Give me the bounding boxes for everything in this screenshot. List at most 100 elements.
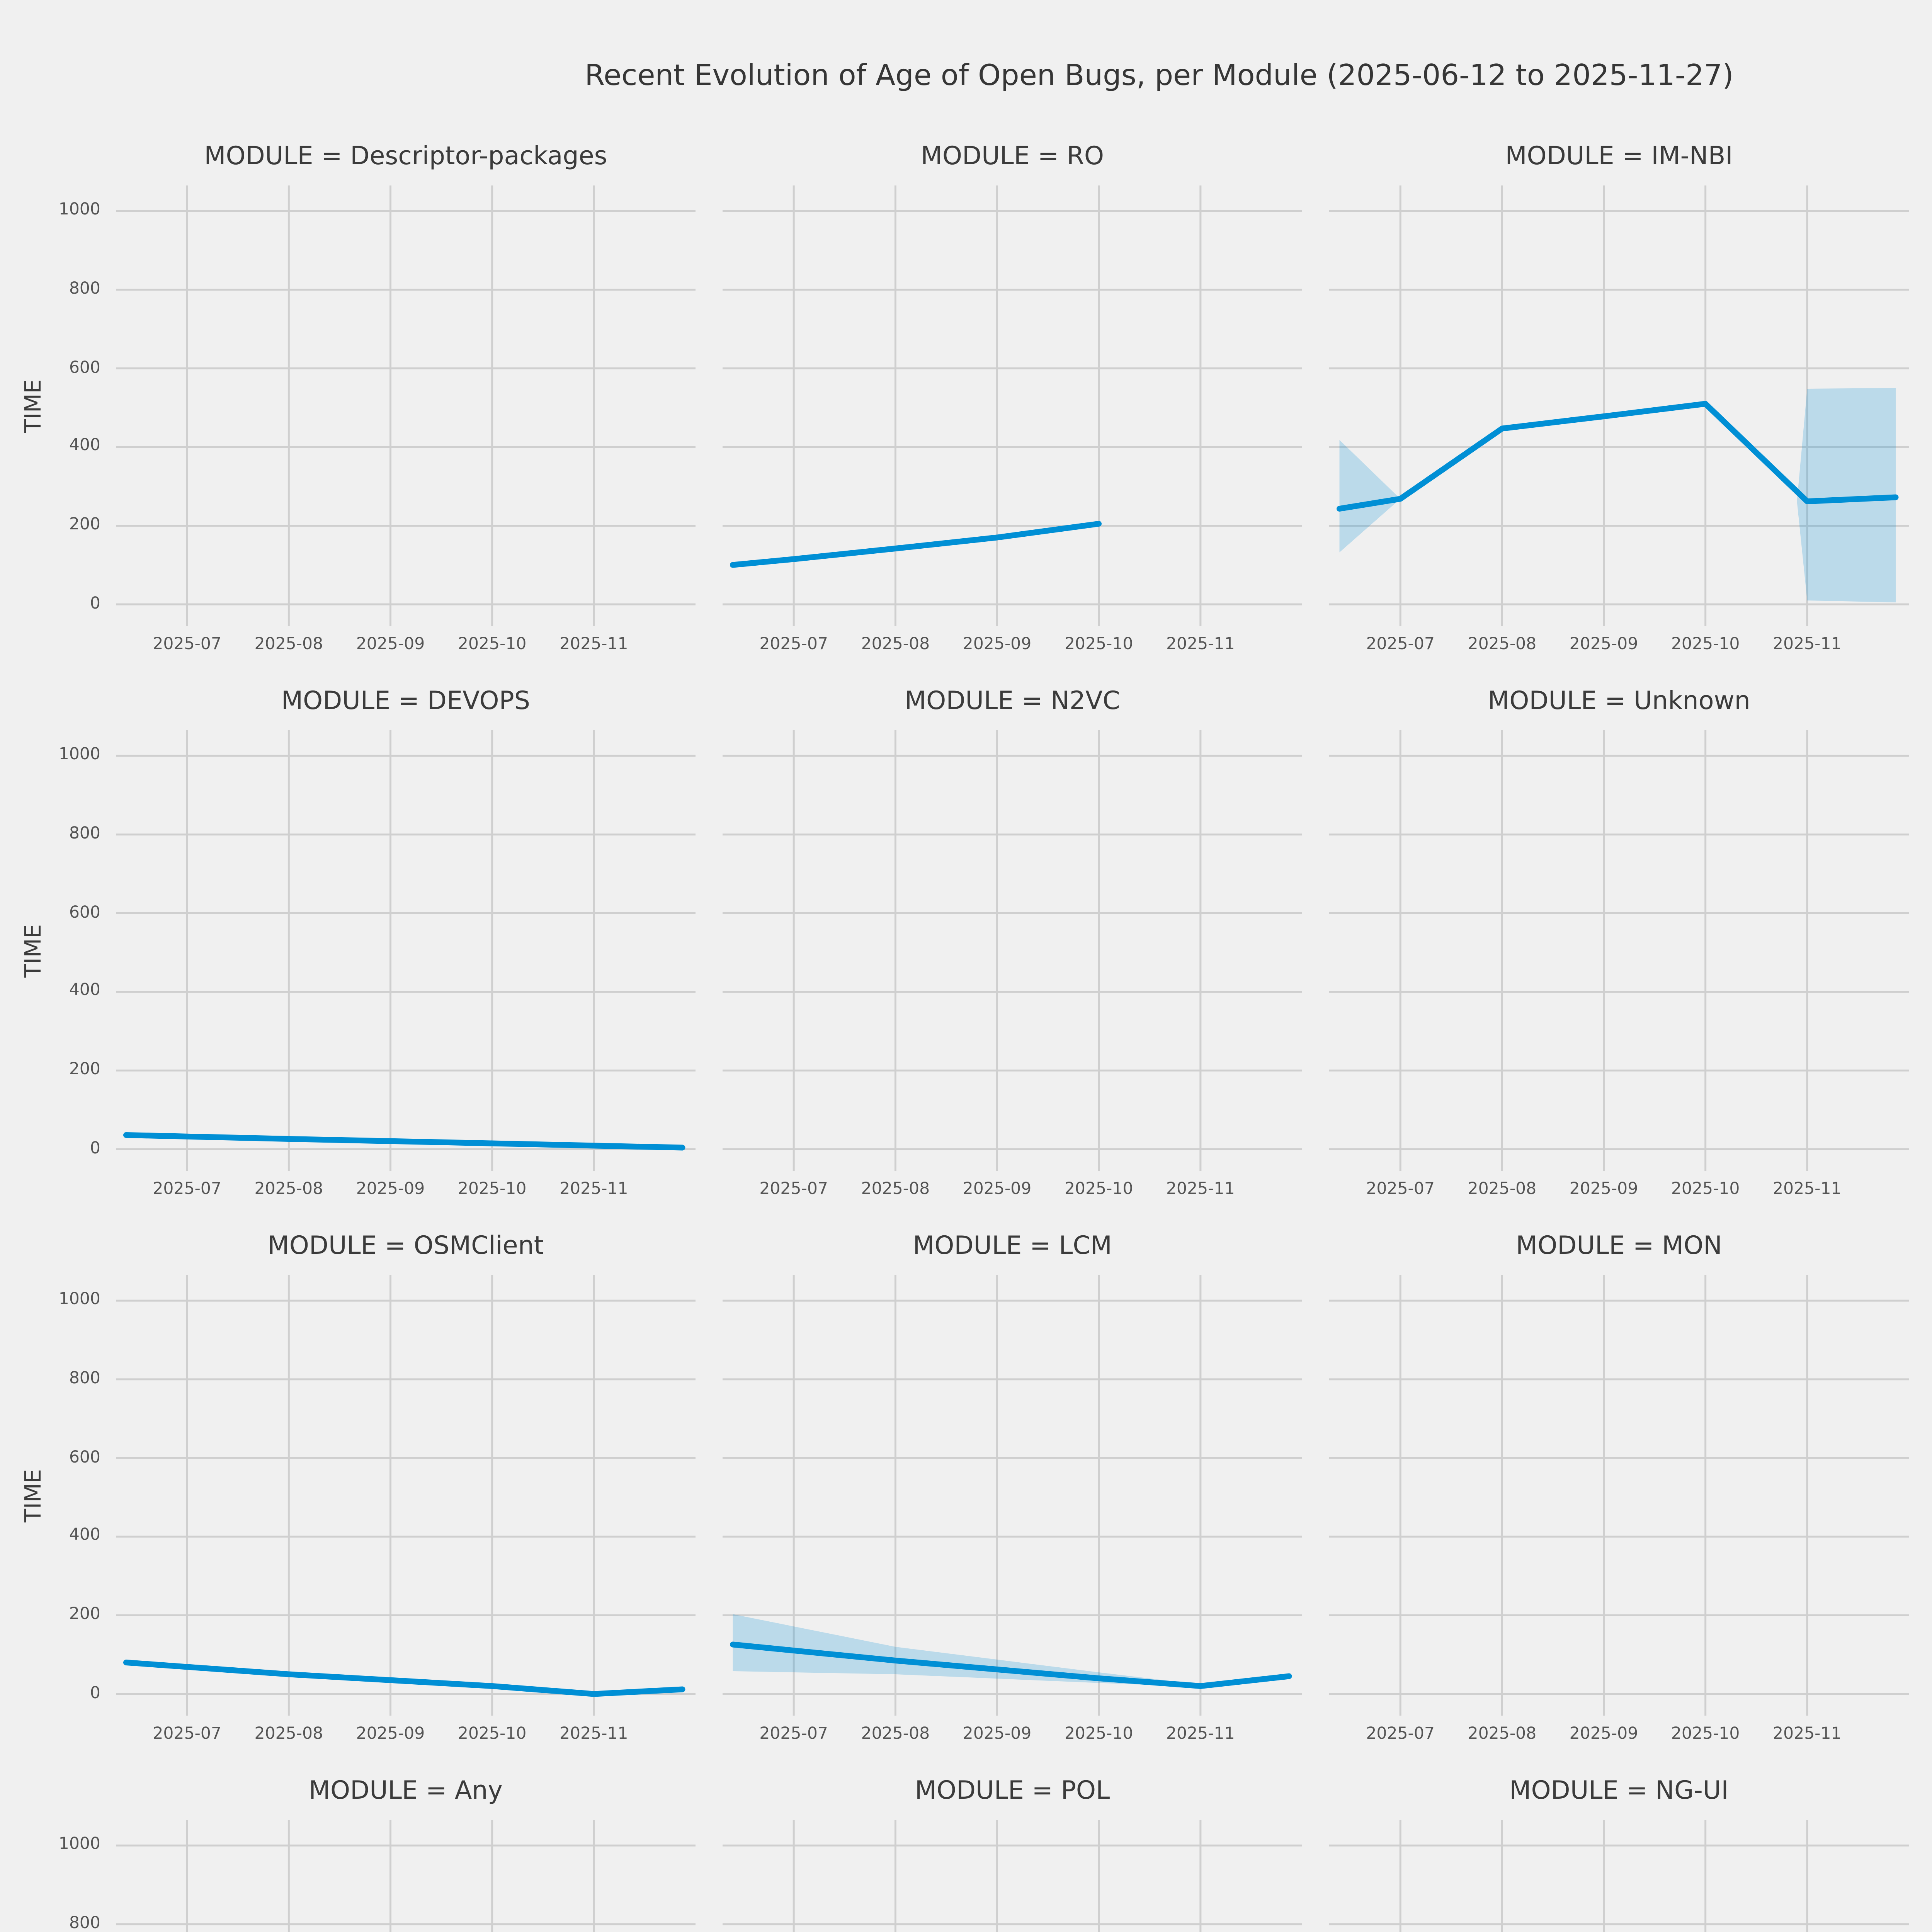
trend-line (730, 1641, 1292, 1689)
x-axis-ticks: 2025-07 2025-08 2025-09 2025-10 2025-11 (1329, 632, 1909, 661)
x-tick-label: 2025-11 (1166, 1725, 1235, 1745)
x-tick-label: 2025-10 (1064, 636, 1133, 655)
x-tick-label: 2025-07 (759, 636, 828, 655)
x-tick-label: 2025-07 (153, 636, 221, 655)
x-tick-label: 2025-07 (1366, 636, 1435, 655)
x-tick-label: 2025-07 (153, 1725, 221, 1745)
x-tick-label: 2025-08 (254, 1725, 323, 1745)
x-tick-label: 2025-09 (356, 1725, 425, 1745)
x-tick-label: 2025-11 (560, 1180, 628, 1200)
plot-area: 0 200 400 600 800 1000 TIME (19, 1275, 696, 1716)
facet-panel: MODULE = RO 2025-07 2025-08 2025-09 2025-10 2… (723, 143, 1302, 661)
x-tick-label: 2025-09 (356, 636, 425, 655)
plot-area: 0 200 400 600 800 1000 TIME (19, 185, 696, 626)
y-tick-label: 0 (90, 1139, 100, 1159)
y-tick-label: 800 (69, 825, 100, 844)
facet-title: MODULE = Descriptor-packages (204, 143, 607, 172)
facet-title: MODULE = Any (308, 1777, 503, 1806)
facet-panel: MODULE = OSMClient 0 200 400 600 800 1000 TIME 2… (19, 1233, 696, 1750)
y-tick-label: 1000 (58, 746, 100, 766)
facet-plot (723, 730, 1302, 1171)
x-tick-label: 2025-08 (1468, 1180, 1537, 1200)
x-tick-label: 2025-11 (1773, 1725, 1842, 1745)
x-tick-label: 2025-10 (457, 1180, 527, 1200)
facet-plot (1329, 730, 1909, 1171)
facet-plot (1329, 1820, 1909, 1932)
facet-panel: MODULE = IM-NBI 2025-07 2025-08 2025-09 2025… (1329, 143, 1909, 661)
facet-panel: MODULE = POL2025-072025-082025-092025-10… (723, 1777, 1302, 1932)
x-tick-label: 2025-09 (1569, 636, 1638, 655)
plot-area (1329, 1820, 1909, 1932)
facet-panel: MODULE = NG-UI2025-072025-082025-092025-… (1329, 1777, 1909, 1932)
y-tick-label: 400 (69, 1527, 100, 1546)
x-tick-label: 2025-09 (963, 1180, 1032, 1200)
y-tick-label: 400 (69, 437, 100, 457)
x-axis-ticks: 2025-07 2025-08 2025-09 2025-10 2025-11 (116, 1177, 696, 1206)
x-axis-ticks: 2025-07 2025-08 2025-09 2025-10 2025-11 (723, 632, 1302, 661)
facet-plot (116, 730, 696, 1171)
facet-panel: MODULE = LCM 2025-07 2025-08 2025-09 2025-10… (723, 1233, 1302, 1750)
plot-area (723, 1820, 1302, 1932)
facet-title: MODULE = POL (915, 1777, 1110, 1806)
y-tick-label: 1000 (58, 201, 100, 221)
x-tick-label: 2025-11 (560, 636, 628, 655)
x-tick-label: 2025-10 (1671, 1725, 1740, 1745)
trend-line (123, 1132, 685, 1151)
facet-plot (116, 185, 696, 626)
y-tick-label: 600 (69, 903, 100, 923)
y-axis-label: TIME (19, 1469, 46, 1522)
x-tick-label: 2025-10 (1064, 1180, 1133, 1200)
facet-title: MODULE = IM-NBI (1505, 143, 1733, 172)
plot-area (723, 185, 1302, 626)
y-tick-label: 0 (90, 594, 100, 614)
x-axis-ticks: 2025-07 2025-08 2025-09 2025-10 2025-11 (116, 1721, 696, 1750)
facet-panel: MODULE = Any02004006008001000TIME2025-07… (59, 1777, 696, 1932)
plot-area (723, 730, 1302, 1171)
x-tick-label: 2025-11 (560, 1725, 628, 1745)
x-tick-label: 2025-08 (861, 1180, 930, 1200)
x-tick-label: 2025-11 (1166, 636, 1235, 655)
y-axis-ticks: 0 200 400 600 800 1000 (19, 730, 116, 1171)
x-tick-label: 2025-11 (1773, 1180, 1842, 1200)
x-tick-label: 2025-07 (759, 1725, 828, 1745)
x-tick-label: 2025-07 (1366, 1180, 1435, 1200)
x-axis-ticks: 2025-07 2025-08 2025-09 2025-10 2025-11 (723, 1177, 1302, 1206)
y-axis-label: TIME (19, 1820, 46, 1932)
x-tick-label: 2025-08 (254, 1180, 323, 1200)
chart-title: Recent Evolution of Age of Open Bugs, pe… (585, 58, 1734, 93)
facet-title: MODULE = N2VC (905, 688, 1120, 717)
y-axis-label: TIME (19, 924, 46, 978)
facet-panel: MODULE = DEVOPS 0 200 400 600 800 1000 TIME 2025… (19, 688, 696, 1206)
x-tick-label: 2025-10 (457, 636, 527, 655)
y-tick-label: 400 (69, 982, 100, 1002)
facet-panel: MODULE = Descriptor-packages 0 200 400 600 80… (19, 143, 696, 661)
facet-plot (1329, 185, 1909, 626)
facet-title: MODULE = Unknown (1488, 688, 1750, 717)
x-axis-ticks: 2025-07 2025-08 2025-09 2025-10 2025-11 (1329, 1721, 1909, 1750)
x-tick-label: 2025-10 (457, 1725, 527, 1745)
y-tick-label: 600 (69, 359, 100, 378)
x-tick-label: 2025-07 (1366, 1725, 1435, 1745)
x-axis-ticks: 2025-07 2025-08 2025-09 2025-10 2025-11 (116, 632, 696, 661)
x-tick-label: 2025-09 (356, 1180, 425, 1200)
plot-area (723, 1275, 1302, 1716)
x-tick-label: 2025-08 (254, 636, 323, 655)
x-tick-label: 2025-10 (1671, 1180, 1740, 1200)
facet-title: MODULE = DEVOPS (281, 688, 531, 717)
facet-plot (723, 1820, 1302, 1932)
x-tick-label: 2025-10 (1671, 636, 1740, 655)
facet-title: MODULE = LCM (913, 1233, 1112, 1262)
y-tick-label: 600 (69, 1448, 100, 1468)
facet-plot (116, 1820, 696, 1932)
plot-area (1329, 185, 1909, 626)
x-tick-label: 2025-08 (861, 1725, 930, 1745)
facet-title: MODULE = OSMClient (267, 1233, 544, 1262)
y-tick-label: 0 (90, 1684, 100, 1704)
y-tick-label: 800 (69, 280, 100, 299)
trend-line (730, 521, 1102, 568)
x-tick-label: 2025-09 (1569, 1725, 1638, 1745)
y-tick-label: 200 (69, 1061, 100, 1080)
